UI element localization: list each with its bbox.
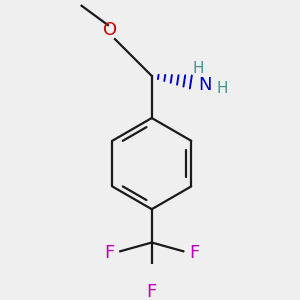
Text: F: F <box>190 244 200 262</box>
Text: F: F <box>147 283 157 300</box>
Text: H: H <box>217 81 228 96</box>
Text: F: F <box>104 244 114 262</box>
Text: H: H <box>193 61 204 76</box>
Text: N: N <box>198 76 212 94</box>
Text: O: O <box>103 21 117 39</box>
